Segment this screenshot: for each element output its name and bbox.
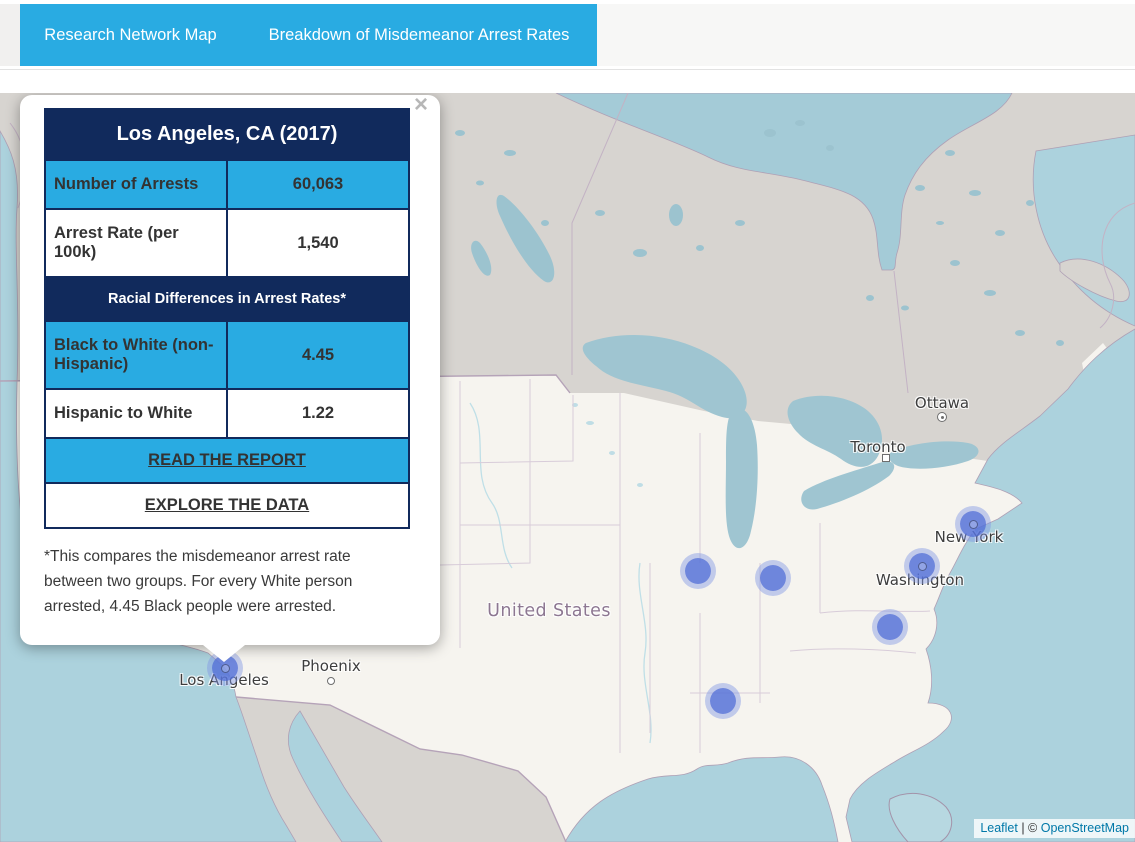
popup-stats-table: Los Angeles, CA (2017) Number of Arrests…	[44, 108, 410, 529]
tab-label: Breakdown of Misdemeanor Arrest Rates	[268, 25, 570, 44]
leaflet-link[interactable]: Leaflet	[980, 821, 1018, 835]
popup-close-button[interactable]: ×	[413, 93, 428, 118]
tab-breakdown-misdemeanor-rates[interactable]: Breakdown of Misdemeanor Arrest Rates	[241, 4, 597, 66]
tab-bar-spacer	[0, 4, 20, 66]
stat-label: Arrest Rate (per 100k)	[44, 208, 228, 278]
city-label: Ottawa	[914, 394, 970, 412]
city-label: New York	[934, 528, 1004, 546]
map-marker[interactable]	[710, 688, 736, 714]
map-marker[interactable]	[685, 558, 711, 584]
popup-section-title: Racial Differences in Arrest Rates*	[44, 276, 410, 322]
map-attribution: Leaflet | © OpenStreetMap	[974, 819, 1135, 838]
map-tiles	[0, 93, 1135, 842]
ratio-label: Black to White (non-Hispanic)	[44, 320, 228, 390]
town-circle-icon	[327, 677, 335, 685]
tab-bar: Research Network Map Breakdown of Misdem…	[0, 4, 1135, 66]
stat-value: 60,063	[226, 159, 410, 210]
tab-research-network-map[interactable]: Research Network Map	[20, 4, 241, 66]
header-divider	[0, 69, 1135, 70]
popup-footnote: *This compares the misdemeanor arrest ra…	[44, 548, 353, 616]
country-label: United States	[487, 601, 611, 621]
stat-value: 1,540	[226, 208, 410, 278]
map-canvas[interactable]: Ottawa Toronto New York Washington Phoenix Lo…	[0, 93, 1135, 842]
ratio-value: 1.22	[226, 388, 410, 439]
city-label: Washington	[875, 571, 965, 589]
map-marker[interactable]	[960, 511, 986, 537]
town-ring-icon	[937, 412, 947, 422]
popup-title: Los Angeles, CA (2017)	[44, 108, 410, 161]
marker-center-ring	[968, 519, 978, 529]
tab-bar-filler	[597, 4, 1135, 66]
explore-data-link[interactable]: EXPLORE THE DATA	[144, 496, 310, 514]
map-marker[interactable]	[760, 565, 786, 591]
city-label: Toronto	[850, 438, 906, 456]
city-popup: × Los Angeles, CA (2017) Number of Arres…	[20, 93, 440, 662]
map-marker[interactable]	[877, 614, 903, 640]
tab-label: Research Network Map	[44, 25, 217, 44]
ratio-value: 4.45	[226, 320, 410, 390]
attribution-separator: | ©	[1017, 821, 1041, 835]
marker-center-ring	[220, 663, 230, 673]
marker-center-ring	[917, 561, 927, 571]
stat-label: Number of Arrests	[44, 159, 228, 210]
popup-tail	[203, 645, 245, 662]
read-report-link[interactable]: READ THE REPORT	[148, 451, 306, 469]
city-label: Phoenix	[301, 657, 361, 675]
osm-link[interactable]: OpenStreetMap	[1040, 821, 1129, 835]
ratio-label: Hispanic to White	[44, 388, 228, 439]
map-marker[interactable]	[909, 553, 935, 579]
town-square-icon	[882, 454, 890, 462]
